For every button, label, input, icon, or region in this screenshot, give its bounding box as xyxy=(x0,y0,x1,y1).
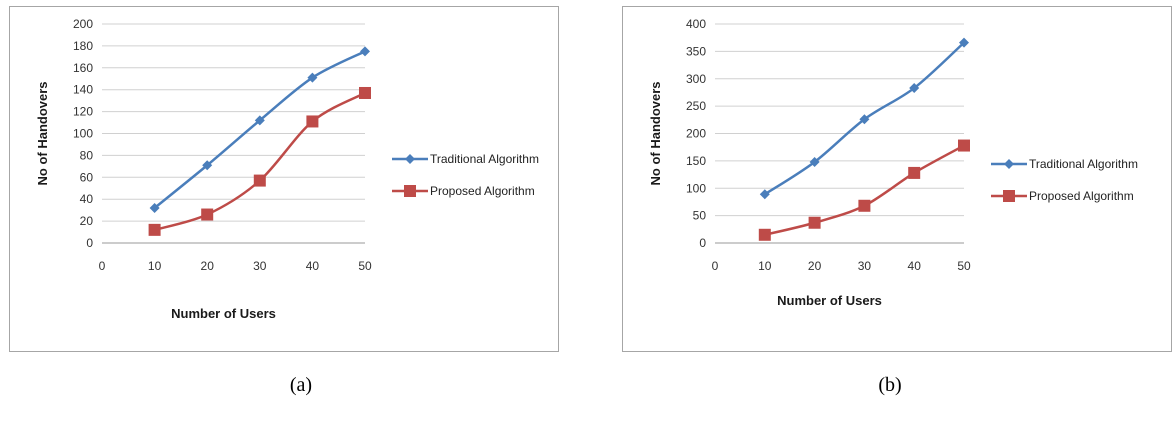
data-point xyxy=(360,46,370,57)
legend-marker xyxy=(1003,190,1015,202)
y-tick-label: 250 xyxy=(686,99,706,113)
y-tick-label: 200 xyxy=(686,127,706,141)
chart-b: 0 50 100 150 200 250 300 350 400 0 10 20 30 40 50 No of… xyxy=(648,17,1138,308)
x-tick-label: 0 xyxy=(712,259,719,273)
legend-label: Proposed Algorithm xyxy=(1029,189,1134,203)
y-tick-label: 300 xyxy=(686,72,706,86)
series-proposed xyxy=(758,139,970,241)
y-tick-label: 50 xyxy=(693,209,707,223)
legend-label: Traditional Algorithm xyxy=(1029,157,1138,171)
data-point xyxy=(758,228,771,241)
series-proposed xyxy=(148,86,371,236)
y-tick-label: 0 xyxy=(86,236,93,250)
data-point xyxy=(202,160,213,171)
data-point xyxy=(908,166,921,179)
x-tick-label: 50 xyxy=(358,259,372,273)
chart-panel-a: 0 20 40 60 80 100 120 140 160 180 200 0 10 20 30 40 50 No… xyxy=(9,6,559,352)
chart-a: 0 20 40 60 80 100 120 140 160 180 200 0 10 20 30 40 50 No… xyxy=(35,17,539,321)
data-point xyxy=(909,83,920,94)
chart-panel-b: 0 50 100 150 200 250 300 350 400 0 10 20 30 40 50 No of… xyxy=(622,6,1172,352)
x-tick-label: 0 xyxy=(99,259,106,273)
legend-marker xyxy=(1004,159,1014,169)
x-tick-label: 30 xyxy=(858,259,872,273)
y-tick-label: 60 xyxy=(80,170,94,184)
data-point xyxy=(958,139,970,152)
y-axis-title: No of Handovers xyxy=(35,81,50,185)
data-point xyxy=(858,199,871,212)
x-tick-label: 50 xyxy=(957,259,971,273)
data-point xyxy=(959,37,969,48)
data-point xyxy=(253,174,266,187)
series-traditional xyxy=(149,46,370,213)
y-tick-label: 80 xyxy=(80,148,94,162)
series-line xyxy=(764,144,965,237)
legend-marker xyxy=(405,154,415,164)
data-point xyxy=(809,156,820,167)
series-traditional xyxy=(759,37,969,200)
y-tick-label: 150 xyxy=(686,154,706,168)
legend-label: Proposed Algorithm xyxy=(430,184,535,198)
x-tick-label: 40 xyxy=(306,259,320,273)
caption-b: (b) xyxy=(878,374,902,396)
x-tick-label: 40 xyxy=(908,259,922,273)
series-line xyxy=(154,91,366,232)
caption-a: (a) xyxy=(289,374,313,396)
data-point xyxy=(149,202,160,213)
x-tick-label: 10 xyxy=(758,259,772,273)
legend-marker xyxy=(404,185,416,197)
data-point xyxy=(306,115,319,128)
y-tick-label: 40 xyxy=(80,192,94,206)
x-tick-label: 20 xyxy=(808,259,822,273)
y-tick-label: 160 xyxy=(73,61,93,75)
y-tick-label: 400 xyxy=(686,17,706,31)
data-point xyxy=(148,223,161,236)
y-axis-title: No of Handovers xyxy=(648,81,663,185)
x-tick-label: 30 xyxy=(253,259,267,273)
data-point xyxy=(201,208,214,221)
y-tick-label: 140 xyxy=(73,83,93,97)
y-tick-label: 100 xyxy=(73,127,93,141)
y-tick-label: 200 xyxy=(73,17,93,31)
data-point xyxy=(808,216,821,229)
x-axis-title: Number of Users xyxy=(171,306,276,321)
y-tick-label: 350 xyxy=(686,44,706,58)
legend-label: Traditional Algorithm xyxy=(430,152,539,166)
y-tick-label: 100 xyxy=(686,181,706,195)
data-point xyxy=(759,189,770,200)
y-tick-label: 180 xyxy=(73,39,93,53)
data-point xyxy=(859,114,870,125)
y-tick-label: 20 xyxy=(80,214,94,228)
x-tick-label: 10 xyxy=(148,259,162,273)
data-point xyxy=(359,86,371,99)
x-tick-label: 20 xyxy=(201,259,215,273)
x-axis-title: Number of Users xyxy=(777,293,882,308)
data-point xyxy=(307,72,318,83)
y-tick-label: 120 xyxy=(73,105,93,119)
y-tick-label: 0 xyxy=(699,236,706,250)
